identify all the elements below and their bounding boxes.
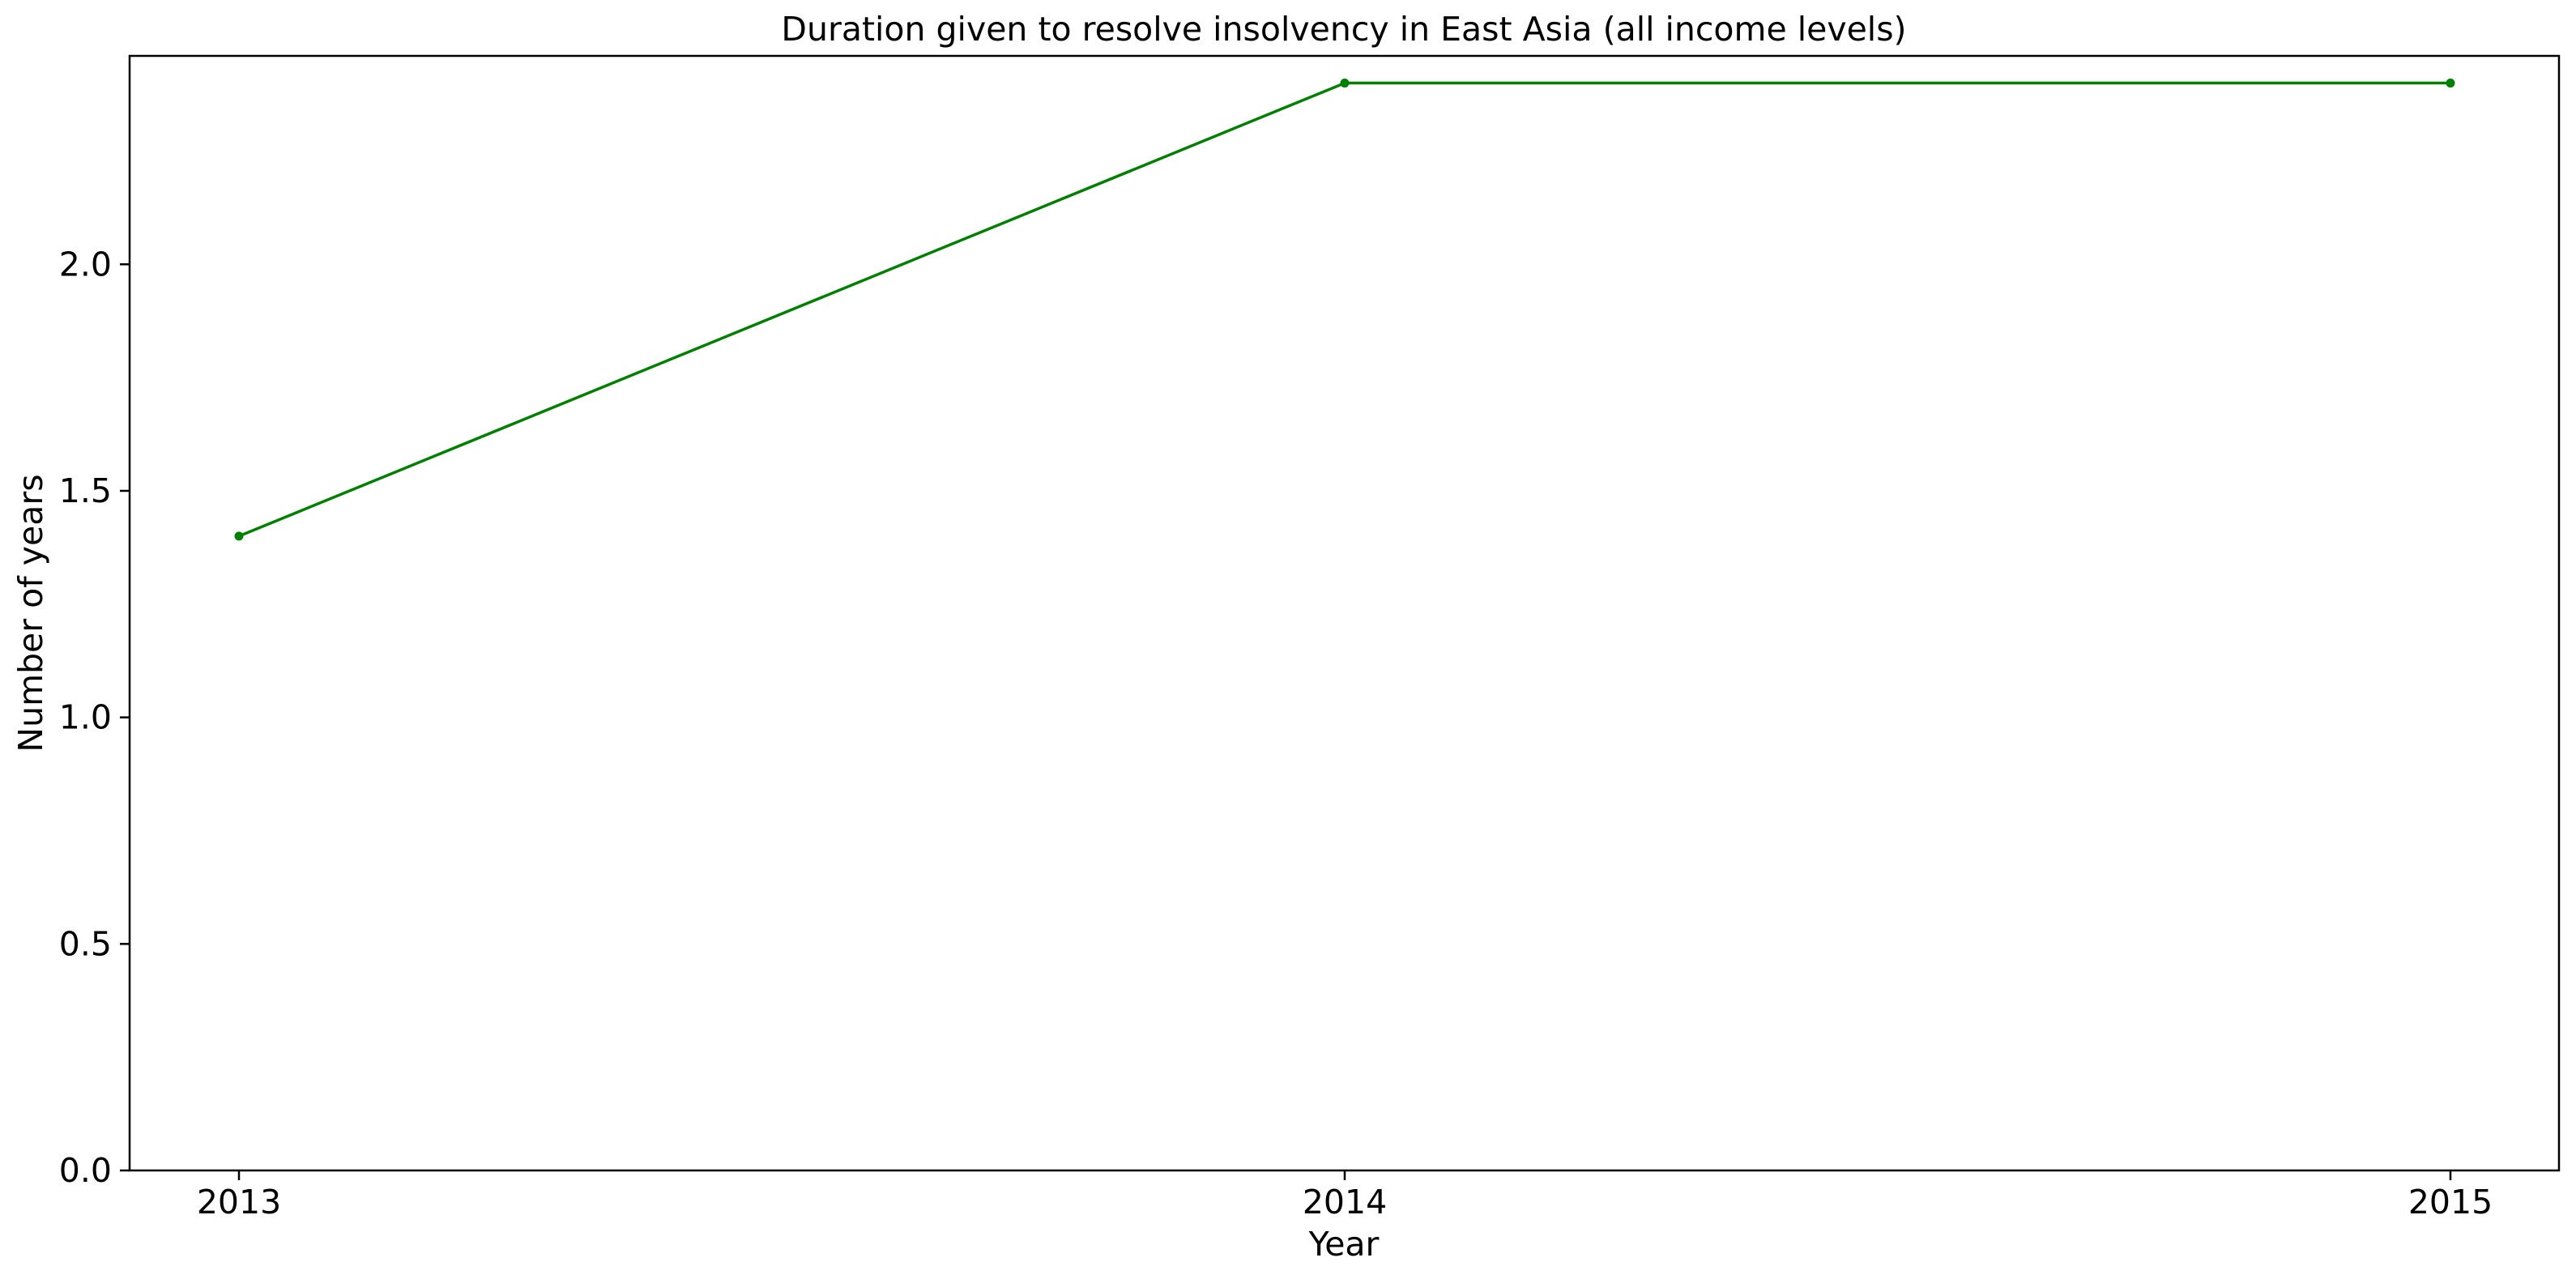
data-point xyxy=(1340,79,1350,88)
y-tick-label: 0.5 xyxy=(59,924,112,963)
x-tick-label: 2013 xyxy=(197,1183,281,1221)
plot-area-frame xyxy=(128,54,2561,1172)
x-axis-ticks: 2013 2014 2015 xyxy=(197,1170,2493,1221)
x-tick-label: 2014 xyxy=(1303,1183,1387,1221)
y-tick-label: 1.5 xyxy=(59,471,112,510)
data-point xyxy=(234,531,244,541)
y-axis-ticks: 0.0 0.5 1.0 1.5 2.0 xyxy=(59,245,130,1190)
x-tick-label: 2015 xyxy=(2408,1183,2493,1221)
series-layer xyxy=(234,79,2455,541)
x-axis-label: Year xyxy=(1308,1225,1380,1264)
y-tick-label: 2.0 xyxy=(59,245,112,284)
chart-title: Duration given to resolve insolvency in … xyxy=(781,10,1906,49)
y-tick-label: 0.0 xyxy=(59,1151,112,1190)
data-point xyxy=(2446,79,2455,88)
y-axis-label: Number of years xyxy=(11,474,50,752)
y-tick-label: 1.0 xyxy=(59,698,112,737)
